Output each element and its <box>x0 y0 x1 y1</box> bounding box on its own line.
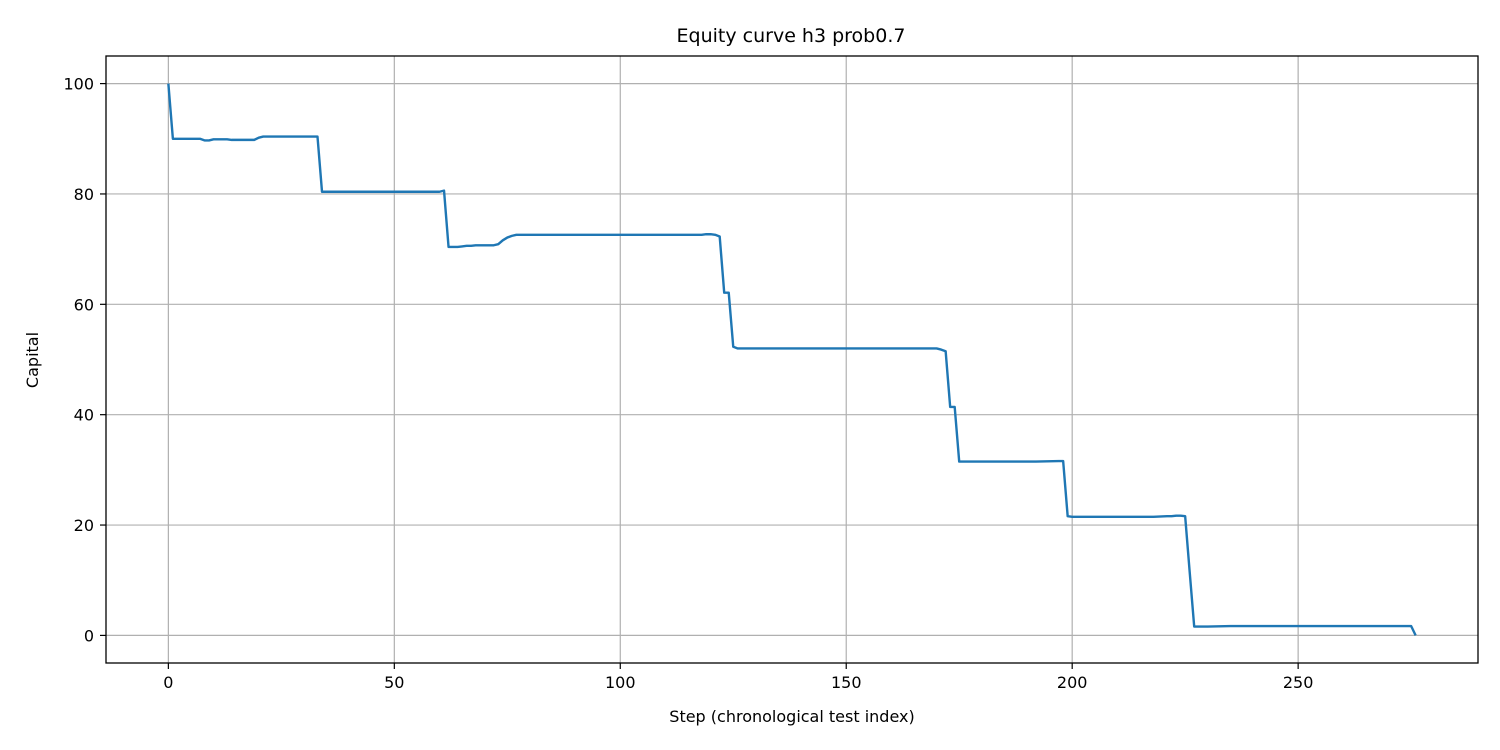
y-tick-label: 0 <box>84 626 94 645</box>
x-tick-label: 250 <box>1283 673 1314 692</box>
y-tick-label: 20 <box>74 516 94 535</box>
x-tick-label: 100 <box>605 673 636 692</box>
x-axis-label: Step (chronological test index) <box>669 707 914 726</box>
x-tick-label: 50 <box>384 673 404 692</box>
y-tick-label: 60 <box>74 295 94 314</box>
x-tick-label: 200 <box>1057 673 1088 692</box>
y-axis: 0 20 40 60 80 100 <box>63 75 106 645</box>
y-tick-label: 80 <box>74 185 94 204</box>
x-tick-label: 150 <box>831 673 862 692</box>
x-tick-label: 0 <box>163 673 173 692</box>
chart-title: Equity curve h3 prob0.7 <box>677 25 906 47</box>
y-axis-label: Capital <box>23 332 42 388</box>
equity-series-line <box>167 83 1417 636</box>
x-axis: 0 50 100 150 200 250 <box>163 663 1313 692</box>
plot-area <box>167 83 1417 636</box>
grid <box>106 56 1478 663</box>
plot-frame <box>105 55 1479 664</box>
y-tick-label: 40 <box>74 406 94 425</box>
y-tick-label: 100 <box>63 75 94 94</box>
